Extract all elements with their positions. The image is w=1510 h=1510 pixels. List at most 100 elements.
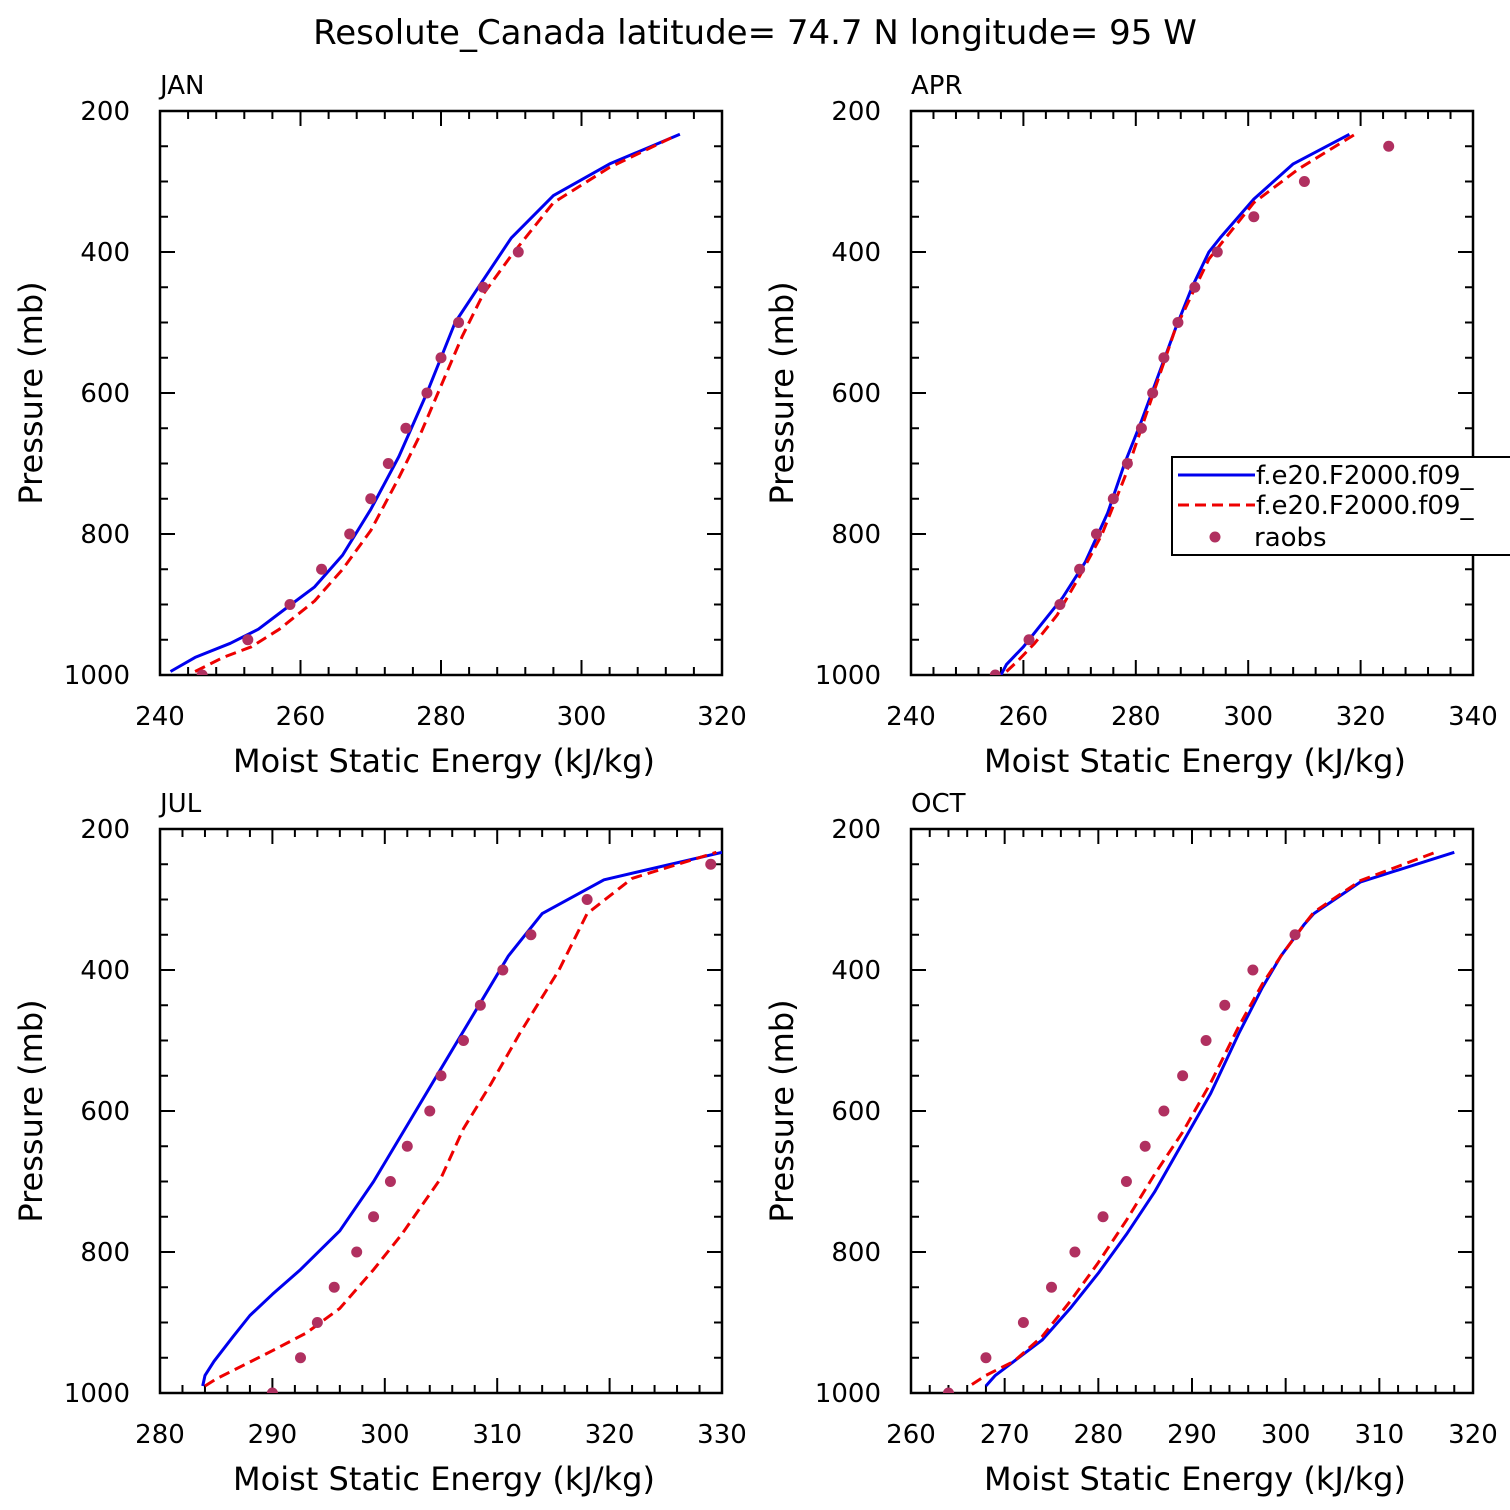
x-tick-label: 320 — [697, 702, 747, 732]
y-axis-label: Pressure (mb) — [763, 999, 801, 1222]
raobs-point — [266, 1387, 278, 1393]
raobs-point — [435, 1070, 447, 1082]
raobs-point — [477, 281, 489, 293]
series-line-model1 — [201, 850, 722, 1387]
y-tick-label: 1000 — [815, 1379, 881, 1409]
raobs-point — [1247, 964, 1259, 976]
x-tick-label: 300 — [557, 702, 607, 732]
raobs-point — [421, 387, 433, 399]
raobs-point — [989, 669, 1001, 675]
x-tick-label: 300 — [1223, 702, 1273, 732]
x-tick-label: 280 — [135, 1420, 185, 1450]
raobs-point — [382, 458, 394, 469]
raobs-point — [328, 1281, 340, 1293]
panel-title: APR — [911, 71, 963, 101]
x-tick-label: 260 — [276, 702, 326, 732]
raobs-point — [1219, 999, 1231, 1011]
raobs-point — [401, 1140, 413, 1152]
raobs-point — [1200, 1035, 1212, 1046]
y-tick-label: 600 — [80, 379, 130, 409]
x-tick-label: 240 — [135, 702, 185, 732]
panel-title: OCT — [911, 789, 966, 819]
raobs-point — [1090, 528, 1102, 540]
raobs-point — [1120, 1176, 1132, 1187]
series-line-model2 — [971, 850, 1437, 1386]
x-tick-label: 260 — [886, 1420, 936, 1450]
series-line-model2 — [1005, 133, 1356, 673]
x-tick-label: 340 — [1448, 702, 1498, 732]
raobs-point — [980, 1352, 992, 1364]
raobs-point — [1158, 1105, 1170, 1117]
y-tick-label: 800 — [831, 1238, 881, 1268]
raobs-point — [1023, 634, 1035, 646]
y-tick-label: 200 — [80, 815, 130, 845]
plot-area — [201, 850, 722, 1393]
raobs-point — [435, 352, 447, 364]
x-tick-label: 240 — [886, 702, 936, 732]
raobs-point — [457, 1035, 469, 1046]
raobs-point — [316, 563, 328, 575]
x-tick-label: 310 — [1355, 1420, 1405, 1450]
raobs-point — [497, 964, 509, 976]
raobs-point — [1135, 422, 1147, 434]
x-tick-label: 320 — [1336, 702, 1386, 732]
series-line-model2 — [204, 850, 717, 1388]
raobs-point — [424, 1105, 436, 1117]
raobs-point — [368, 1211, 380, 1223]
y-tick-label: 600 — [80, 1097, 130, 1127]
y-axis-label: Pressure (mb) — [763, 281, 801, 504]
x-tick-label: 320 — [585, 1420, 635, 1450]
legend-label: f.e20.F2000.f09_ — [1256, 491, 1474, 521]
raobs-point — [1172, 317, 1184, 328]
raobs-point — [1248, 211, 1260, 223]
panel-title: JUL — [158, 789, 202, 819]
raobs-point — [1107, 493, 1119, 505]
y-axis-label: Pressure (mb) — [12, 281, 50, 504]
raobs-point — [284, 599, 296, 610]
legend-label: raobs — [1254, 523, 1327, 553]
plot-area — [942, 850, 1455, 1393]
raobs-point — [1097, 1211, 1109, 1223]
raobs-point — [1211, 246, 1223, 258]
raobs-point — [1147, 387, 1159, 399]
x-tick-label: 310 — [472, 1420, 522, 1450]
legend: f.e20.F2000.f09_f.e20.F2000.f09_raobs — [1171, 456, 1510, 556]
raobs-point — [525, 929, 537, 941]
plot-area — [169, 132, 681, 675]
y-tick-label: 1000 — [64, 661, 130, 691]
y-tick-label: 1000 — [815, 661, 881, 691]
raobs-point — [295, 1352, 306, 1364]
legend-label: f.e20.F2000.f09_ — [1256, 461, 1474, 491]
raobs-point — [242, 634, 254, 646]
raobs-point — [1074, 563, 1086, 575]
x-tick-label: 300 — [1261, 1420, 1311, 1450]
plot-frame — [158, 109, 724, 677]
plot-area — [989, 132, 1395, 675]
y-tick-label: 600 — [831, 379, 881, 409]
raobs-point — [400, 422, 412, 434]
x-axis-label: Moist Static Energy (kJ/kg) — [984, 1460, 1406, 1498]
raobs-point — [1139, 1140, 1151, 1152]
x-tick-label: 280 — [1074, 1420, 1124, 1450]
y-tick-label: 600 — [831, 1097, 881, 1127]
raobs-point — [1046, 1281, 1057, 1293]
y-tick-label: 400 — [80, 238, 130, 268]
raobs-point — [1158, 352, 1170, 364]
x-tick-label: 330 — [697, 1420, 747, 1450]
raobs-point — [344, 528, 356, 540]
raobs-point — [581, 894, 593, 905]
plot-frame — [158, 827, 724, 1395]
y-tick-label: 800 — [80, 1238, 130, 1268]
raobs-point — [311, 1317, 323, 1328]
raobs-point — [1383, 140, 1395, 152]
x-axis-label: Moist Static Energy (kJ/kg) — [233, 742, 655, 780]
panel-title: JAN — [158, 71, 204, 101]
raobs-point — [365, 493, 377, 505]
raobs-point — [1017, 1317, 1029, 1328]
x-axis-label: Moist Static Energy (kJ/kg) — [233, 1460, 655, 1498]
x-tick-label: 320 — [1448, 1420, 1498, 1450]
x-tick-label: 290 — [248, 1420, 298, 1450]
raobs-point — [1189, 281, 1201, 293]
